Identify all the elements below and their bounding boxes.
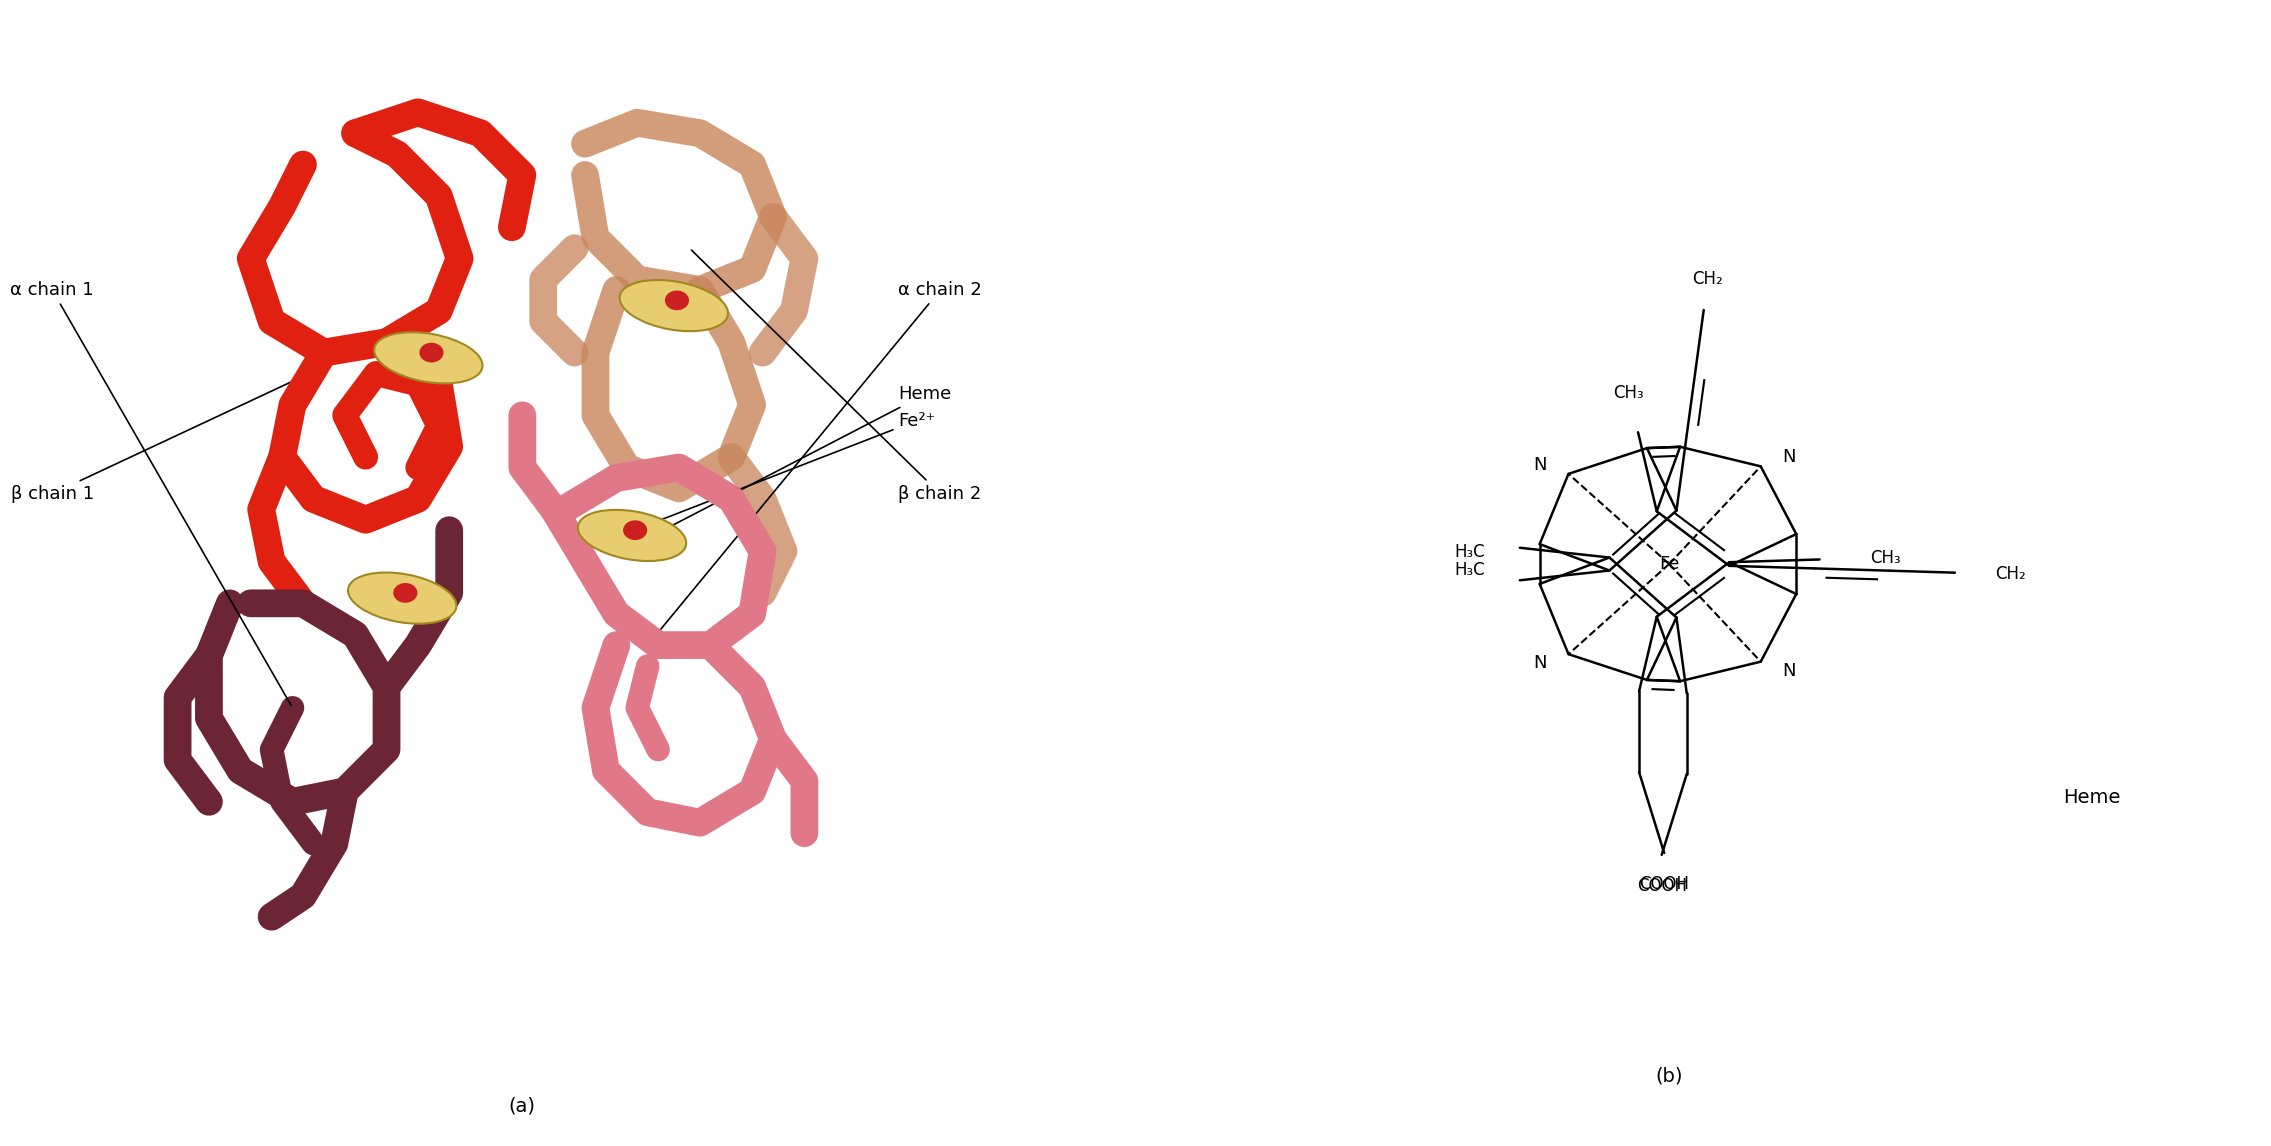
Text: (b): (b) [1656, 1066, 1683, 1085]
Text: CH₂: CH₂ [1692, 269, 1724, 288]
Text: α chain 2: α chain 2 [650, 281, 981, 643]
Text: COOH: COOH [1640, 876, 1690, 894]
Ellipse shape [393, 583, 418, 603]
Text: H₃C: H₃C [1453, 560, 1485, 579]
Text: N: N [1533, 654, 1547, 673]
Text: N: N [1783, 448, 1796, 466]
Text: N: N [1533, 456, 1547, 474]
Text: Fe: Fe [1660, 555, 1678, 573]
Text: β chain 2: β chain 2 [690, 250, 981, 503]
Ellipse shape [665, 290, 688, 311]
Text: COOH: COOH [1637, 877, 1687, 895]
Ellipse shape [420, 343, 443, 362]
Text: CH₃: CH₃ [1612, 384, 1644, 402]
Ellipse shape [347, 573, 456, 623]
Text: CH₃: CH₃ [1869, 549, 1901, 567]
Text: H₃C: H₃C [1453, 543, 1485, 562]
Text: α chain 1: α chain 1 [11, 281, 291, 706]
Text: Fe²⁺: Fe²⁺ [636, 411, 936, 529]
Text: β chain 1: β chain 1 [11, 344, 372, 503]
Text: Heme: Heme [2062, 788, 2121, 807]
Text: Heme: Heme [629, 385, 952, 548]
Ellipse shape [620, 280, 729, 331]
Ellipse shape [622, 520, 647, 540]
Text: N: N [1783, 661, 1796, 680]
Ellipse shape [577, 510, 686, 562]
Text: CH₂: CH₂ [1994, 565, 2026, 583]
Text: (a): (a) [509, 1097, 536, 1115]
Ellipse shape [375, 332, 481, 384]
